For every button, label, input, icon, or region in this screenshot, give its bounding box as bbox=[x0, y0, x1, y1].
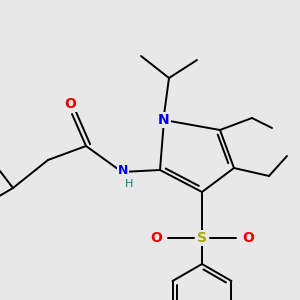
Text: O: O bbox=[64, 97, 76, 111]
Text: N: N bbox=[158, 113, 170, 127]
Text: S: S bbox=[197, 231, 207, 245]
Text: O: O bbox=[150, 231, 162, 245]
Text: H: H bbox=[125, 179, 133, 189]
Text: N: N bbox=[118, 164, 128, 176]
Text: O: O bbox=[242, 231, 254, 245]
